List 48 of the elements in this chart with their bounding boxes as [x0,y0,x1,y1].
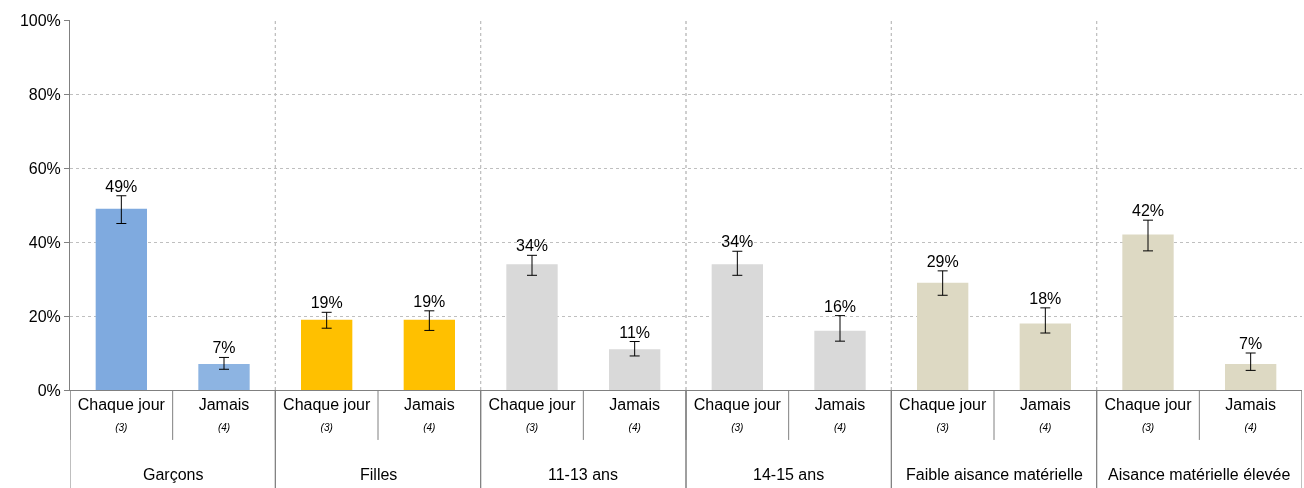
x-tick-label: Jamais (4) [609,396,661,433]
y-tick-label: 80% [28,85,61,103]
y-tick-label: 100% [19,11,61,29]
y-tick-label: 40% [28,233,61,251]
x-tick-label: Chaque jour (3) [488,396,577,433]
x-tick-label: Jamais (4) [1019,396,1071,433]
bar [198,364,250,390]
x-tick-label: Chaque jour (3) [283,396,371,433]
bar [1122,234,1174,390]
bar [917,282,969,390]
data-label: 42% [1131,202,1165,220]
data-label: 7% [1239,335,1263,352]
bar [403,319,455,390]
data-label: 34% [515,237,549,255]
bar [711,264,763,390]
data-label: 18% [1029,289,1062,307]
text: Garçons [143,466,204,483]
x-tick-label: Jamais (4) [403,396,455,433]
data-label: 19% [310,294,343,312]
text: 14-15 ans [753,466,825,483]
data-label: 11% [619,323,651,341]
bar [609,349,661,390]
bar [814,330,866,390]
data-label: 49% [105,177,138,195]
bar [95,208,147,390]
x-tick-label: Jamais (4) [814,396,866,433]
bar [506,264,558,390]
text: Faible aisance matérielle [906,466,1084,483]
x-tick-label: Chaque jour (3) [899,396,987,433]
x-tick-label: Jamais (4) [198,396,250,433]
y-tick-label: 20% [28,307,61,325]
bar [1225,364,1277,390]
text: Filles [360,466,398,483]
data-label: 34% [721,233,754,251]
x-tick-label: Chaque jour (3) [77,396,166,433]
y-tick-label: 60% [28,159,61,177]
data-label: 7% [212,339,236,357]
text: 11-13 ans [548,466,618,483]
x-tick-label: Chaque jour (3) [693,396,782,433]
data-label: 29% [926,252,959,270]
x-tick-label: Chaque jour (3) [1104,396,1193,433]
x-tick-label: Jamais (4) [1225,396,1277,433]
bar [1019,323,1071,390]
bar [301,319,353,390]
y-tick-label: 0% [37,381,61,399]
text: Aisance matérielle élevée [1108,466,1291,483]
data-label: 16% [823,297,857,315]
data-label: 19% [413,292,446,310]
